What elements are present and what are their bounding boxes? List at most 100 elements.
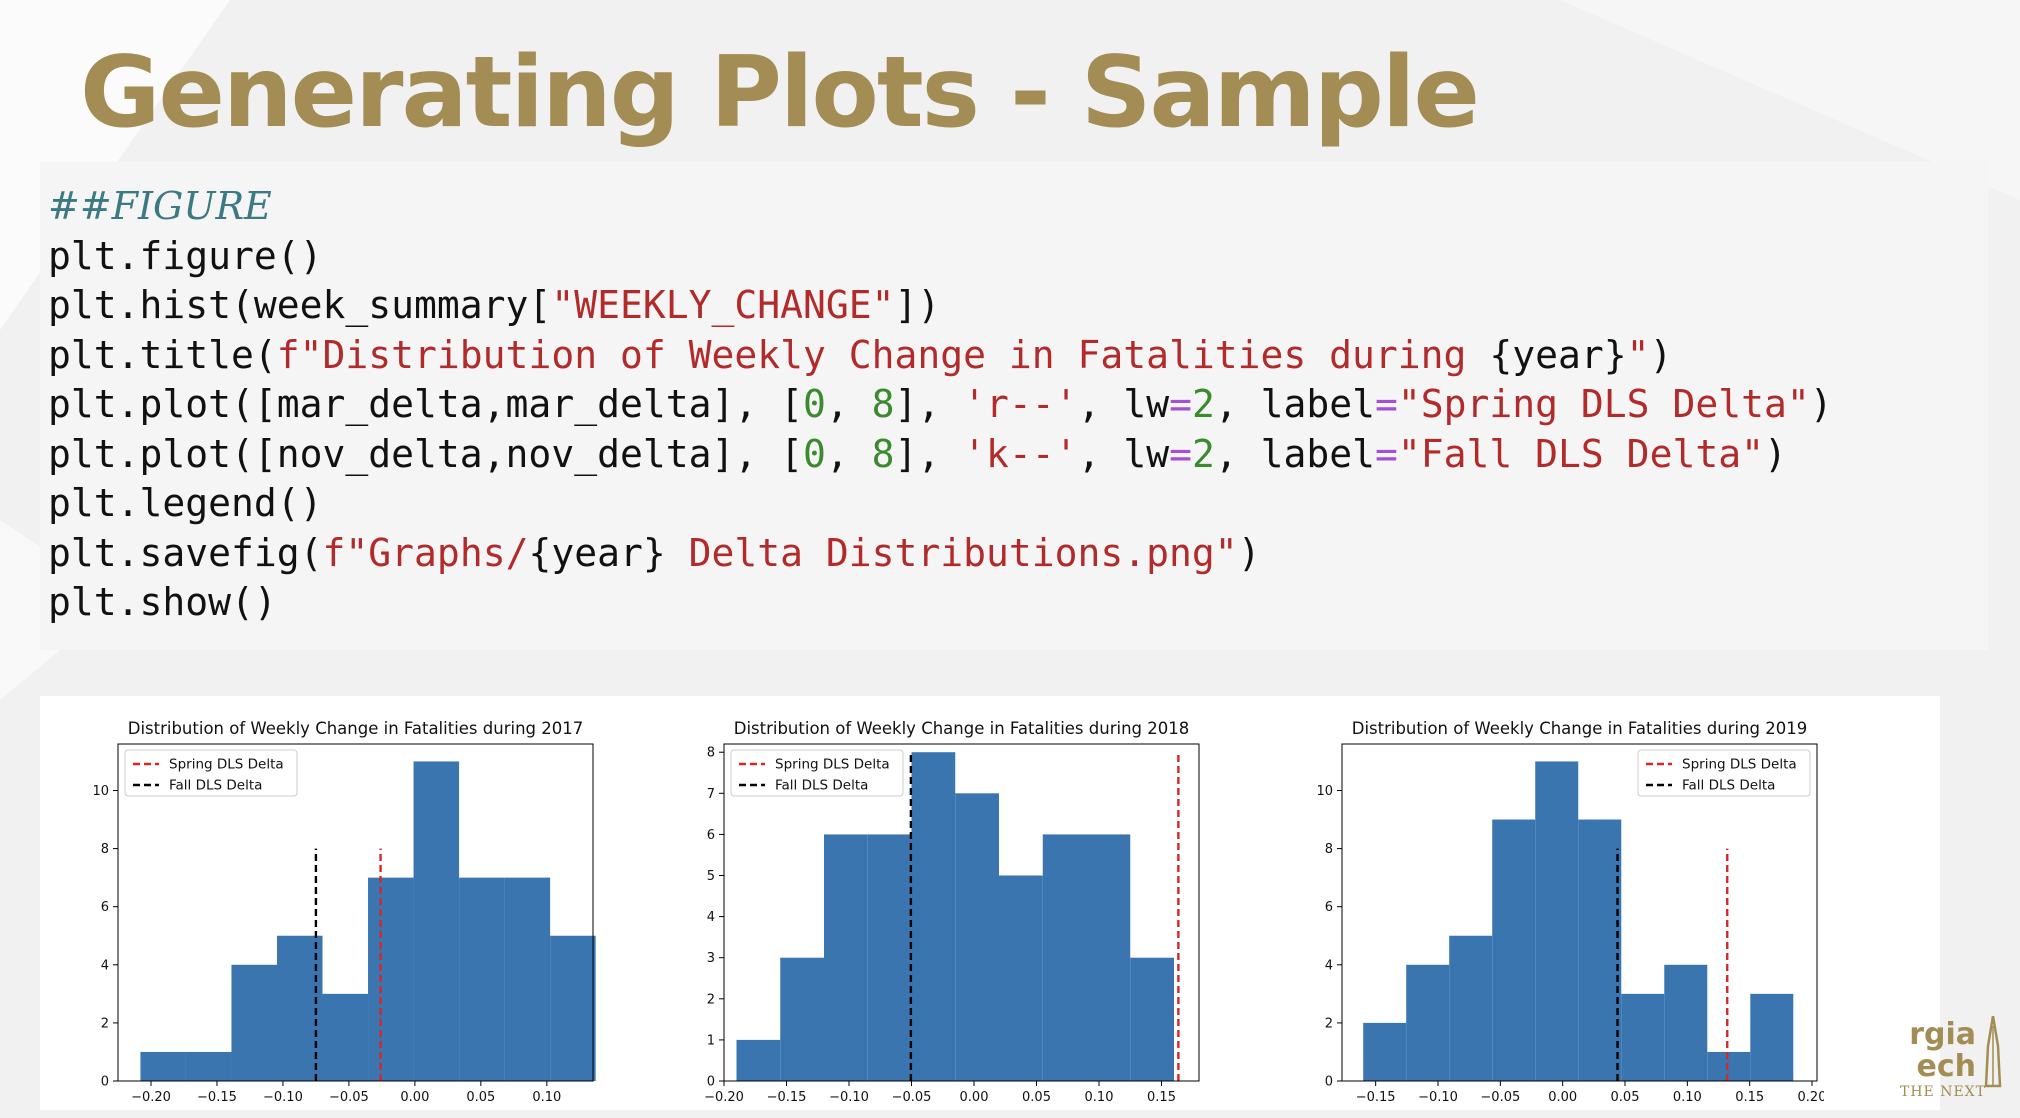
x-tick-label: 0.20 bbox=[1798, 1090, 1824, 1105]
histogram-bar bbox=[231, 964, 277, 1081]
code-token: = bbox=[1375, 382, 1398, 426]
code-token: plt.savefig( bbox=[48, 530, 323, 575]
x-tick-label: 0.00 bbox=[960, 1090, 989, 1105]
code-token: plt.figure() bbox=[48, 233, 323, 278]
y-tick-label: 2 bbox=[101, 1016, 109, 1031]
slide-title: Generating Plots - Sample bbox=[80, 36, 1480, 150]
code-token: , lw bbox=[1077, 431, 1170, 476]
code-token: , bbox=[825, 382, 872, 426]
x-tick-label: −0.05 bbox=[329, 1090, 369, 1105]
y-tick-label: 0 bbox=[1325, 1075, 1333, 1090]
histogram-bar bbox=[322, 993, 369, 1081]
x-tick-label: 0.05 bbox=[1611, 1090, 1640, 1105]
histogram-bar bbox=[1449, 935, 1493, 1081]
y-tick-label: 10 bbox=[1316, 784, 1333, 799]
y-tick-label: 2 bbox=[707, 992, 715, 1007]
chart-title: Distribution of Weekly Change in Fatalit… bbox=[734, 719, 1190, 738]
code-token: 0 bbox=[802, 382, 826, 426]
x-tick-label: −0.15 bbox=[197, 1090, 237, 1105]
histogram-bar bbox=[911, 752, 956, 1081]
histogram-2017: Distribution of Weekly Change in Fatalit… bbox=[40, 696, 600, 1110]
logo-tagline: THE NEXT bbox=[1900, 1084, 1986, 1100]
y-tick-label: 5 bbox=[707, 869, 715, 884]
x-tick-label: −0.20 bbox=[131, 1090, 171, 1105]
chart-legend: Spring DLS Delta Fall DLS Delta bbox=[730, 749, 904, 797]
legend-label: Fall DLS Delta bbox=[169, 778, 262, 794]
histogram-bar bbox=[185, 1051, 232, 1081]
code-token: 2 bbox=[1191, 382, 1215, 426]
y-tick-label: 4 bbox=[101, 958, 109, 973]
y-tick-label: 6 bbox=[101, 900, 109, 915]
histogram-bar bbox=[1664, 964, 1708, 1081]
code-token: 'r--' bbox=[963, 382, 1078, 426]
x-tick-label: −0.05 bbox=[1480, 1090, 1520, 1105]
chart-legend: Spring DLS Delta Fall DLS Delta bbox=[1637, 749, 1811, 797]
code-line: plt.show() bbox=[48, 578, 1980, 628]
x-tick-label: 0.05 bbox=[466, 1090, 495, 1105]
y-tick-label: 1 bbox=[707, 1033, 715, 1048]
code-token: , lw bbox=[1077, 382, 1170, 426]
code-line: plt.figure() bbox=[48, 232, 1980, 282]
plot-frame bbox=[723, 743, 1200, 1082]
code-token: 'k--' bbox=[963, 431, 1078, 476]
code-token: 8 bbox=[871, 431, 895, 476]
histogram-bar bbox=[1042, 834, 1087, 1081]
x-tick-label: −0.05 bbox=[892, 1090, 932, 1105]
code-token: plt.plot([mar_delta,mar_delta], [ bbox=[48, 382, 803, 426]
histogram-2017-svg: Distribution of Weekly Change in Fatalit… bbox=[92, 719, 596, 1105]
code-token: ], bbox=[894, 431, 964, 476]
y-tick-label: 0 bbox=[707, 1075, 715, 1090]
y-tick-label: 7 bbox=[707, 787, 715, 802]
code-token: 2 bbox=[1191, 431, 1215, 476]
logo-text-line-2: ech bbox=[1916, 1049, 1977, 1084]
legend-label: Fall DLS Delta bbox=[1682, 778, 1775, 794]
histogram-bar bbox=[1086, 834, 1131, 1081]
code-token: ) bbox=[1649, 332, 1673, 377]
legend-box bbox=[730, 749, 904, 797]
code-token: 8 bbox=[871, 382, 895, 426]
histogram-bar bbox=[999, 875, 1043, 1081]
x-tick-label: 0.10 bbox=[1673, 1090, 1702, 1105]
legend-box bbox=[1637, 749, 1811, 797]
histogram-bar bbox=[368, 877, 414, 1081]
code-token: "Fall DLS Delta" bbox=[1397, 431, 1764, 476]
code-token: Delta Distributions.png" bbox=[665, 530, 1238, 575]
histogram-bar bbox=[413, 761, 460, 1081]
y-tick-label: 4 bbox=[707, 910, 715, 925]
y-tick-label: 6 bbox=[707, 828, 715, 843]
legend-label: Spring DLS Delta bbox=[1682, 757, 1797, 773]
code-token: "Spring DLS Delta" bbox=[1397, 382, 1810, 426]
histogram-bar bbox=[1750, 993, 1794, 1081]
code-token: ) bbox=[1237, 530, 1261, 575]
histogram-bar bbox=[955, 793, 999, 1081]
georgia-tech-logo: rgia ech THE NEXT bbox=[1880, 1012, 2010, 1112]
code-line: plt.plot([nov_delta,nov_delta], [0, 8], … bbox=[48, 430, 1980, 480]
code-token: ) bbox=[1763, 431, 1787, 476]
code-token: ]) bbox=[894, 283, 941, 327]
y-tick-label: 3 bbox=[707, 951, 715, 966]
code-token: = bbox=[1375, 431, 1398, 476]
plot-frame bbox=[117, 743, 594, 1082]
tower-icon bbox=[1984, 1016, 2002, 1088]
plots-panel: Distribution of Weekly Change in Fatalit… bbox=[40, 696, 1940, 1110]
code-token: 0 bbox=[802, 431, 826, 476]
code-token: "WEEKLY_CHANGE" bbox=[551, 283, 895, 327]
code-token: plt.title( bbox=[48, 332, 277, 377]
code-token: = bbox=[1169, 382, 1192, 426]
code-token: , bbox=[825, 431, 872, 476]
histogram-bar bbox=[1621, 993, 1665, 1081]
histogram-2019: Distribution of Weekly Change in Fatalit… bbox=[1264, 696, 1824, 1110]
code-token: = bbox=[1169, 431, 1192, 476]
histogram-bar bbox=[736, 1039, 781, 1081]
histogram-bar bbox=[1406, 964, 1450, 1081]
legend-label: Spring DLS Delta bbox=[775, 757, 890, 773]
code-token: f"Graphs/ bbox=[322, 530, 529, 575]
x-tick-label: −0.15 bbox=[767, 1090, 807, 1105]
code-token: plt.plot([nov_delta,nov_delta], [ bbox=[48, 431, 803, 476]
code-line: plt.hist(week_summary["WEEKLY_CHANGE"]) bbox=[48, 281, 1980, 331]
x-tick-label: 0.05 bbox=[1022, 1090, 1051, 1105]
x-tick-label: −0.10 bbox=[263, 1090, 303, 1105]
histogram-bar bbox=[550, 935, 596, 1081]
y-tick-label: 0 bbox=[101, 1075, 109, 1090]
histogram-bar bbox=[780, 957, 824, 1081]
